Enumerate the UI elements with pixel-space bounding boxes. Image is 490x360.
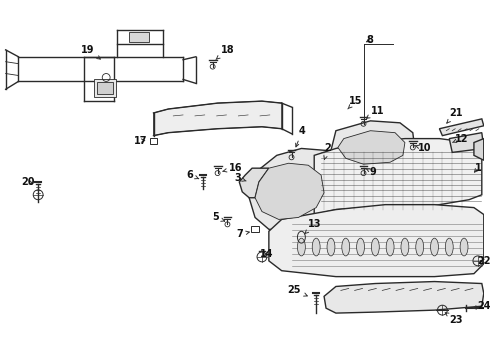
Ellipse shape: [312, 238, 320, 256]
Text: 18: 18: [216, 45, 234, 59]
Text: 23: 23: [445, 313, 463, 325]
Polygon shape: [440, 119, 484, 136]
Ellipse shape: [297, 238, 305, 256]
Polygon shape: [239, 168, 269, 198]
Text: 12: 12: [453, 134, 469, 144]
Bar: [251, 226, 259, 232]
FancyBboxPatch shape: [98, 82, 113, 94]
Text: 25: 25: [288, 285, 307, 296]
Text: 24: 24: [473, 301, 490, 311]
Polygon shape: [449, 133, 484, 152]
Ellipse shape: [371, 238, 379, 256]
FancyBboxPatch shape: [95, 80, 116, 97]
Text: 6: 6: [187, 170, 199, 180]
Text: 19: 19: [81, 45, 100, 59]
Text: 5: 5: [212, 212, 225, 222]
Text: 17: 17: [134, 136, 147, 145]
Text: 4: 4: [295, 126, 306, 147]
Text: 2: 2: [324, 143, 331, 159]
Polygon shape: [474, 139, 484, 160]
Text: 14: 14: [260, 249, 273, 259]
Ellipse shape: [401, 238, 409, 256]
Ellipse shape: [445, 238, 453, 256]
Text: 13: 13: [304, 219, 321, 234]
Ellipse shape: [386, 238, 394, 256]
Ellipse shape: [342, 238, 350, 256]
Polygon shape: [314, 139, 482, 215]
Text: 22: 22: [477, 256, 490, 266]
Polygon shape: [331, 121, 415, 172]
Bar: [149, 138, 157, 144]
Polygon shape: [153, 101, 282, 136]
Polygon shape: [255, 163, 324, 220]
Text: 21: 21: [447, 108, 463, 123]
Polygon shape: [249, 148, 344, 231]
Text: 16: 16: [223, 163, 242, 173]
Ellipse shape: [327, 238, 335, 256]
FancyBboxPatch shape: [129, 32, 148, 42]
Text: 15: 15: [348, 96, 363, 109]
Ellipse shape: [460, 238, 468, 256]
Text: 1: 1: [474, 163, 481, 173]
Ellipse shape: [431, 238, 439, 256]
Polygon shape: [338, 131, 405, 164]
Text: 10: 10: [415, 143, 431, 153]
Text: 11: 11: [367, 106, 384, 118]
Text: 9: 9: [367, 167, 377, 177]
Ellipse shape: [416, 238, 424, 256]
Text: 3: 3: [234, 173, 246, 183]
Text: 8: 8: [366, 35, 373, 45]
Text: 7: 7: [236, 229, 249, 239]
Polygon shape: [269, 204, 484, 276]
Ellipse shape: [357, 238, 365, 256]
Text: 20: 20: [22, 177, 35, 187]
Polygon shape: [324, 282, 484, 313]
